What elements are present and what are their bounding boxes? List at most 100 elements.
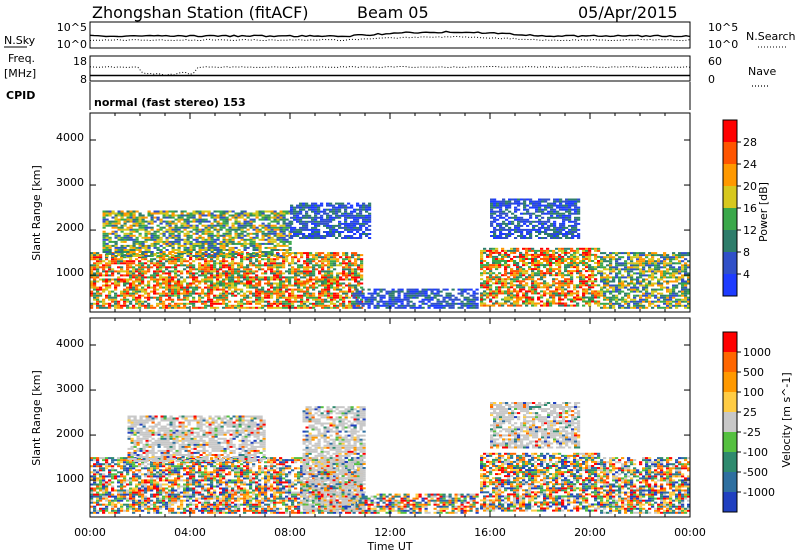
power-cell <box>472 300 476 303</box>
power-cell <box>480 282 484 285</box>
power-cell <box>357 296 361 299</box>
power-cell <box>299 228 303 231</box>
power-cell <box>348 270 352 273</box>
power-cell <box>321 274 325 277</box>
power-cell <box>350 214 354 217</box>
power-cell <box>141 220 145 223</box>
power-cell <box>460 292 464 295</box>
power-cell <box>538 233 542 235</box>
power-cell <box>490 210 494 213</box>
power-cell <box>342 272 346 275</box>
power-cell <box>171 258 175 261</box>
power-cell <box>538 210 542 213</box>
power-cell <box>568 228 572 231</box>
power-cell <box>285 302 289 305</box>
power-cell <box>504 251 508 254</box>
power-cell <box>108 236 112 239</box>
power-cell <box>126 251 130 253</box>
power-cell <box>132 268 136 271</box>
power-cell <box>299 216 303 219</box>
power-cell <box>129 260 133 263</box>
power-cell <box>306 254 310 257</box>
power-cell <box>348 306 352 309</box>
power-cell <box>538 231 542 233</box>
power-cell <box>309 274 313 277</box>
power-cell <box>540 304 544 307</box>
power-cell <box>255 292 259 295</box>
power-cell <box>216 224 220 227</box>
power-cell <box>538 204 542 207</box>
power-cell <box>258 218 262 221</box>
power-cell <box>285 260 289 263</box>
power-cell <box>273 286 277 289</box>
power-cell <box>228 249 232 251</box>
power-cell <box>324 286 328 289</box>
power-cell <box>102 288 106 291</box>
power-cell <box>201 302 205 305</box>
power-cell <box>99 274 103 277</box>
power-cell <box>195 278 199 281</box>
power-cell <box>306 268 310 271</box>
power-cell <box>258 242 262 245</box>
power-cell <box>427 306 431 309</box>
power-cell <box>480 253 484 256</box>
power-cell <box>312 306 316 309</box>
power-cell <box>231 251 235 253</box>
power-cell <box>627 284 631 287</box>
power-cell <box>240 304 244 307</box>
power-cell <box>123 284 127 287</box>
power-cell <box>504 272 508 275</box>
power-cell <box>360 266 364 269</box>
power-cell <box>504 286 508 289</box>
power-cell <box>102 240 106 243</box>
power-cell <box>501 292 505 295</box>
power-cell <box>117 254 121 257</box>
power-cell <box>162 251 166 253</box>
power-cell <box>546 247 550 250</box>
power-cell <box>129 292 133 295</box>
power-cell <box>138 274 142 277</box>
power-cell <box>574 224 578 227</box>
power-cell <box>255 260 259 263</box>
power-cell <box>330 302 334 305</box>
power-cell <box>111 210 115 213</box>
power-cell <box>309 254 313 257</box>
power-cell <box>156 218 160 221</box>
power-cell <box>345 254 349 257</box>
power-cell <box>207 260 211 263</box>
power-cell <box>285 228 289 231</box>
noise-search-label: N.Search <box>746 30 796 43</box>
power-cell <box>573 258 577 260</box>
power-cell <box>195 255 199 257</box>
power-cell <box>499 216 503 219</box>
power-cell <box>567 266 571 269</box>
power-cell <box>240 234 244 237</box>
power-cell <box>597 255 601 258</box>
power-cell <box>207 244 211 247</box>
power-cell <box>114 294 118 297</box>
power-cell <box>255 270 259 273</box>
power-cell <box>523 237 527 239</box>
power-cell <box>579 270 583 273</box>
power-cell <box>123 302 127 305</box>
power-cell <box>141 236 145 239</box>
power-cell <box>594 302 598 305</box>
power-cell <box>546 253 550 256</box>
power-cell <box>225 212 229 215</box>
power-cell <box>96 292 100 295</box>
power-cell <box>510 258 514 260</box>
power-cell <box>538 218 542 221</box>
power-cell <box>430 296 434 299</box>
power-cell <box>126 300 130 303</box>
power-cell <box>207 288 211 291</box>
power-cell <box>318 264 322 267</box>
power-cell <box>559 202 563 205</box>
power-cell <box>315 258 319 261</box>
power-cell <box>225 240 229 243</box>
power-cell <box>528 288 532 291</box>
power-cell <box>96 280 100 283</box>
power-cell <box>496 218 500 221</box>
power-cell <box>243 244 247 247</box>
power-cell <box>270 251 274 253</box>
power-cell <box>285 240 289 243</box>
